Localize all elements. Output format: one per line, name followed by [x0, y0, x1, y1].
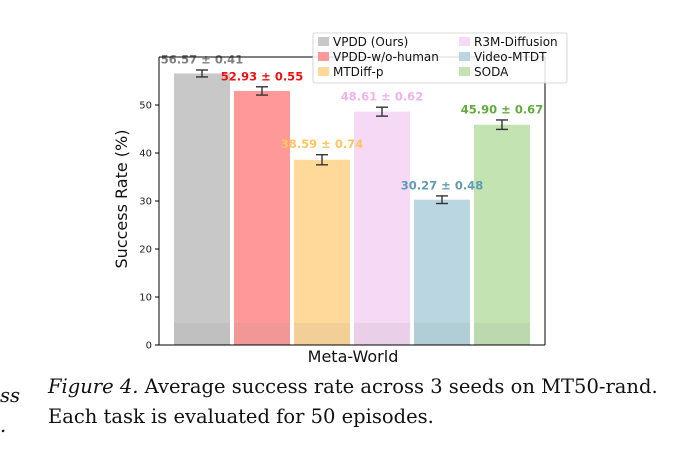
- y-tick-label-10: 10: [139, 293, 152, 304]
- legend-label-6: SODA: [474, 65, 509, 79]
- value-label-4: 48.61 ± 0.62: [341, 90, 423, 104]
- bar-bottom-overlays: [174, 322, 530, 345]
- legend-swatch-4: [459, 37, 470, 46]
- y-tick-label-20: 20: [139, 245, 152, 256]
- caption-label: Figure 4.: [48, 375, 139, 398]
- bar-4: [354, 111, 410, 345]
- figure-caption: Figure 4. Average success rate across 3 …: [48, 372, 668, 432]
- value-label-2: 52.93 ± 0.55: [221, 69, 303, 83]
- bar-2: [234, 90, 290, 345]
- bar-chart: 56.57 ± 0.41 52.93 ± 0.55 38.59 ± 0.74 48.6…: [112, 32, 568, 366]
- legend-label-2: VPDD-w/o-human: [333, 50, 439, 64]
- legend-swatch-3: [318, 67, 329, 76]
- y-tick-label-30: 30: [139, 197, 152, 208]
- error-bars-group: [196, 69, 508, 205]
- bars-group: [174, 73, 530, 346]
- legend-label-1: VPDD (Ours): [333, 35, 408, 49]
- value-labels-group: 56.57 ± 0.41 52.93 ± 0.55 38.59 ± 0.74 48.6…: [161, 52, 543, 192]
- legend-swatch-1: [318, 37, 329, 46]
- value-label-5: 30.27 ± 0.48: [401, 178, 483, 192]
- y-tick-label-40: 40: [139, 149, 152, 160]
- legend-swatch-5: [459, 52, 470, 61]
- bar-1: [174, 73, 230, 346]
- caption-text: Average success rate across 3 seeds on M…: [48, 375, 658, 428]
- value-label-1: 56.57 ± 0.41: [161, 52, 243, 66]
- legend-label-4: R3M-Diffusion: [474, 35, 558, 49]
- side-fragment-2: .: [0, 414, 7, 437]
- y-tick-label-0: 0: [146, 341, 152, 352]
- legend-label-5: Video-MTDT: [474, 50, 547, 64]
- legend-label-3: MTDiff-p: [333, 65, 383, 79]
- bar-bottom-overlay-3: [294, 322, 350, 345]
- bar-bottom-overlay-6: [474, 322, 530, 345]
- bar-3: [294, 159, 350, 345]
- y-tick-label-50: 50: [139, 101, 152, 112]
- value-label-6: 45.90 ± 0.67: [461, 102, 543, 116]
- side-fragment-1: ss: [0, 384, 21, 407]
- x-axis-label: Meta-World: [308, 347, 399, 366]
- legend-frame: [312, 32, 568, 84]
- legend-swatch-6: [459, 67, 470, 76]
- bar-bottom-overlay-4: [354, 322, 410, 345]
- bar-5: [414, 199, 470, 345]
- bar-6: [474, 124, 530, 346]
- bar-bottom-overlay-1: [174, 322, 230, 345]
- bar-bottom-overlay-2: [234, 322, 290, 345]
- bar-bottom-overlay-5: [414, 322, 470, 345]
- y-ticks-group: 0 10 20 30 40 50: [139, 101, 159, 352]
- legend-swatch-2: [318, 52, 329, 61]
- y-axis-label: Success Rate (%): [112, 130, 131, 269]
- value-label-3: 38.59 ± 0.74: [281, 137, 363, 151]
